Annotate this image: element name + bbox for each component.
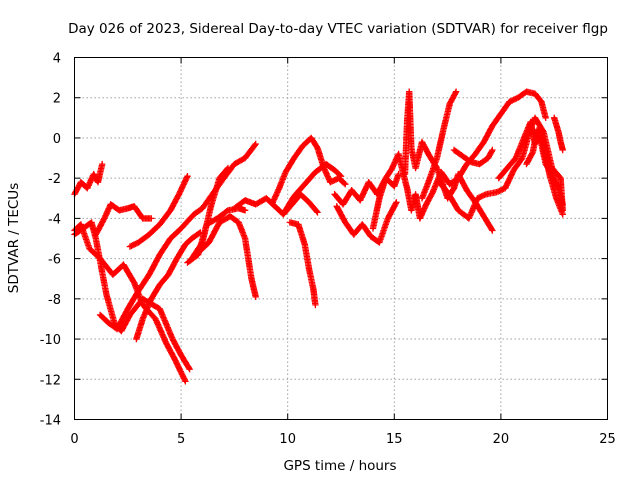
y-tick-label: -10 [40, 333, 61, 348]
series-arc-06 [133, 229, 204, 343]
series-arc-01 [71, 160, 106, 198]
series-arc-07 [126, 173, 191, 250]
y-tick-label: -12 [40, 373, 61, 388]
x-axis-label: GPS time / hours [283, 458, 396, 474]
series-arc-04 [92, 201, 155, 238]
series-arc-14 [282, 160, 345, 214]
marker-trace [418, 88, 460, 202]
series-arc-24 [551, 114, 566, 154]
marker-trace [92, 201, 155, 238]
y-tick-label: 2 [53, 92, 61, 107]
marker-trace [269, 134, 349, 206]
marker-trace [96, 140, 259, 333]
marker-trace [551, 114, 566, 154]
data-series-layer [71, 88, 566, 385]
x-tick-label: 5 [177, 432, 185, 447]
y-axis-label: SDTVAR / TECUs [6, 183, 22, 293]
chart-title: Day 026 of 2023, Sidereal Day-to-day VTE… [68, 21, 608, 37]
y-tick-label: 0 [53, 132, 61, 147]
y-tick-label: -8 [48, 293, 61, 308]
y-tick-label: -6 [48, 253, 61, 268]
x-tick-label: 10 [279, 432, 296, 447]
marker-trace [71, 160, 106, 198]
marker-trace [282, 160, 345, 214]
y-tick-label: 4 [53, 52, 61, 67]
marker-trace [188, 164, 232, 262]
marker-trace [333, 199, 400, 246]
series-arc-23 [523, 126, 566, 208]
marker-trace [194, 213, 259, 300]
series-arc-05 [96, 140, 259, 333]
plot-border [74, 57, 608, 420]
tick-layer: 0 5 10 15 20 25 -14 -12 -10 -8 -6 -4 -2 0 2 4 [40, 52, 616, 448]
series-arc-10 [194, 213, 259, 300]
y-tick-label: -2 [48, 172, 61, 187]
marker-trace [523, 126, 566, 208]
marker-trace [133, 229, 204, 343]
series-arc-20 [435, 114, 566, 222]
y-tick-label: -14 [40, 414, 61, 429]
series-arc-13 [286, 219, 319, 309]
series-arc-19 [418, 88, 460, 202]
series-arc-16 [333, 199, 400, 246]
x-tick-label: 0 [70, 432, 78, 447]
marker-trace [450, 146, 496, 168]
series-arc-09 [188, 164, 232, 262]
series-arc-12 [269, 134, 349, 206]
x-tick-label: 20 [493, 432, 510, 447]
series-arc-22 [495, 118, 566, 218]
marker-trace [126, 173, 191, 250]
grid-layer [74, 57, 608, 420]
marker-trace [435, 114, 566, 222]
x-tick-label: 25 [599, 432, 616, 447]
marker-trace [286, 219, 319, 309]
marker-trace [495, 118, 566, 218]
y-tick-label: -4 [48, 212, 61, 227]
series-arc-21 [450, 146, 496, 168]
x-tick-label: 15 [386, 432, 403, 447]
